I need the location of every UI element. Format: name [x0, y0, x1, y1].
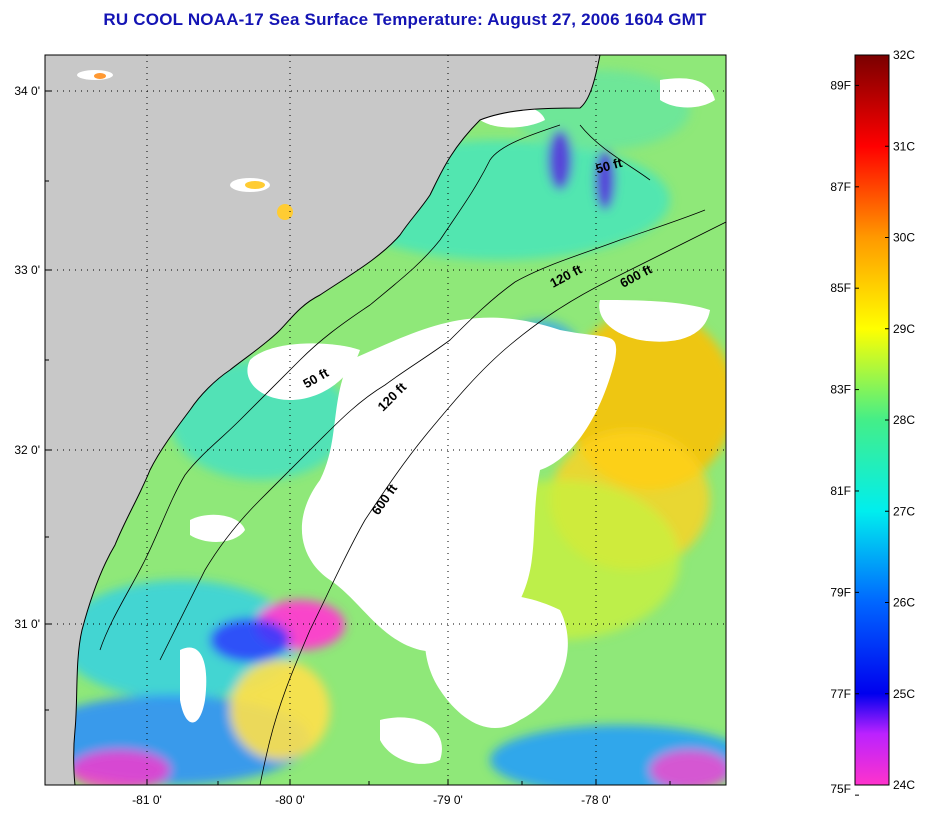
colorbar-label-celsius: 27C	[893, 504, 915, 518]
contour-600ft	[259, 221, 726, 785]
inland-lake-warm	[245, 181, 265, 189]
cloud-mask	[180, 78, 715, 764]
colorbar-label-fahrenheit: 85F	[830, 281, 851, 295]
colorbar-label-celsius: 32C	[893, 48, 915, 62]
sst-image	[45, 55, 726, 785]
chart-title: RU COOL NOAA-17 Sea Surface Temperature:…	[103, 10, 707, 29]
contour-120ft	[159, 209, 706, 661]
colorbar-label-celsius: 25C	[893, 687, 915, 701]
colorbar-label-celsius: 31C	[893, 139, 915, 153]
inland-lake-2	[277, 204, 293, 220]
land-mass	[45, 55, 600, 785]
lon-label-80: -80 0'	[275, 793, 305, 807]
lat-label-34: 34 0'	[14, 84, 40, 98]
coastline	[73, 55, 601, 785]
lat-label-31: 31 0'	[14, 617, 40, 631]
colorbar-label-celsius: 29C	[893, 322, 915, 336]
lat-label-33: 33 0'	[14, 263, 40, 277]
colorbar-label-fahrenheit: 75F	[830, 782, 851, 796]
map-frame	[44, 54, 727, 786]
colorbar-label-celsius: 28C	[893, 413, 915, 427]
colorbar	[854, 54, 890, 786]
lat-label-32: 32 0'	[14, 443, 40, 457]
axis-ticks	[45, 90, 671, 785]
colorbar-label-celsius: 30C	[893, 231, 915, 245]
colorbar-label-fahrenheit: 87F	[830, 180, 851, 194]
colorbar-label-fahrenheit: 89F	[830, 78, 851, 92]
colorbar-label-fahrenheit: 79F	[830, 585, 851, 599]
contour-label-50ft-north: 50 ft	[594, 155, 624, 177]
lon-label-78: -78 0'	[581, 793, 611, 807]
lon-label-79: -79 0'	[433, 793, 463, 807]
colorbar-label-fahrenheit: 77F	[830, 687, 851, 701]
colorbar-label-fahrenheit: 81F	[830, 484, 851, 498]
colorbar-label-celsius: 24C	[893, 778, 915, 792]
contour-50ft	[99, 124, 651, 651]
inland-lake-3-warm	[94, 73, 106, 79]
colorbar-label-fahrenheit: 83F	[830, 383, 851, 397]
colorbar-ticks: 32C 31C 30C 29C 28C 27C 26C 25C 24C 89F 87F 85F 83F 8…	[830, 48, 915, 796]
colorbar-label-celsius: 26C	[893, 596, 915, 610]
lon-label-81: -81 0'	[132, 793, 162, 807]
